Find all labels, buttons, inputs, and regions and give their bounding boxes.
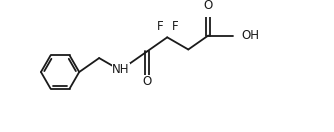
Text: OH: OH bbox=[241, 29, 259, 42]
Text: F: F bbox=[157, 20, 164, 32]
Text: O: O bbox=[143, 75, 152, 88]
Text: NH: NH bbox=[112, 63, 130, 76]
Text: O: O bbox=[204, 0, 213, 12]
Text: F: F bbox=[172, 20, 178, 32]
